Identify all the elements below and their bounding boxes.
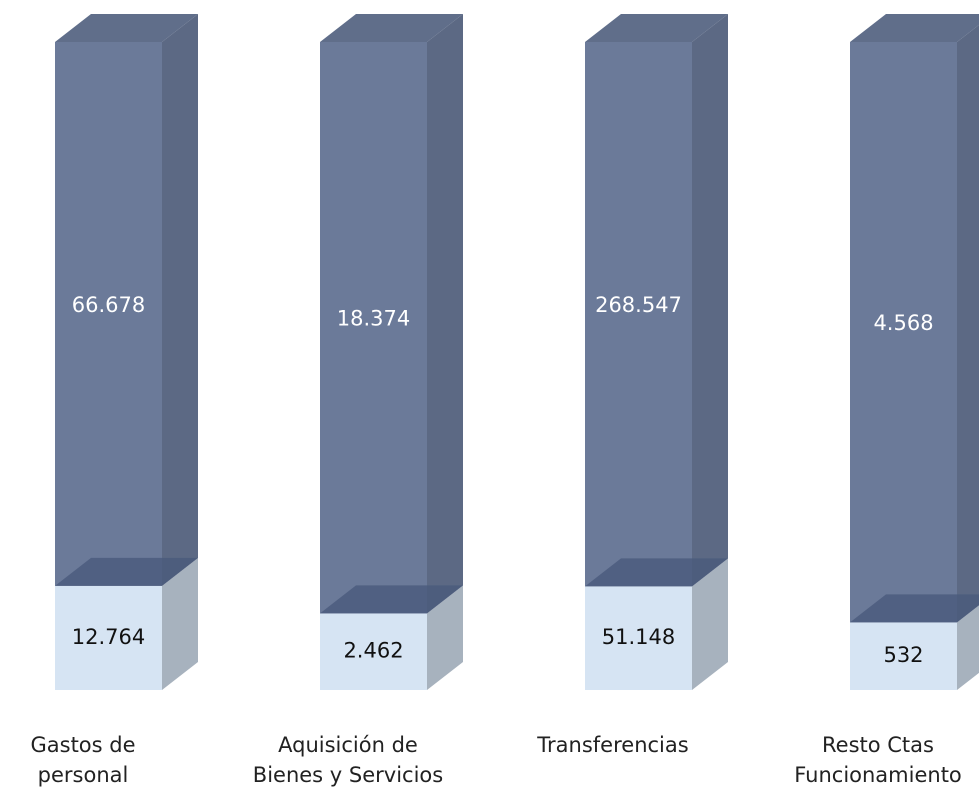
category-label: Bienes y Servicios	[253, 763, 443, 787]
value-label: 51.148	[602, 625, 675, 649]
segment-joint	[850, 594, 979, 623]
value-label: 18.374	[337, 307, 410, 331]
value-label: 532	[883, 643, 923, 667]
bar-front	[585, 42, 692, 587]
category-label: Resto Ctas	[822, 733, 934, 757]
bar-top	[585, 14, 728, 42]
category-label: Gastos de	[30, 733, 135, 757]
segment-joint	[585, 558, 728, 587]
value-label: 2.462	[343, 639, 403, 663]
bar-side	[162, 557, 198, 690]
bar-side	[692, 14, 728, 587]
value-label: 66.678	[72, 293, 145, 317]
value-label: 4.568	[873, 311, 933, 335]
bar-front	[320, 613, 427, 690]
bar-front	[55, 585, 162, 690]
category-label: Transferencias	[536, 733, 688, 757]
bar-top	[320, 14, 463, 42]
value-label: 12.764	[72, 625, 145, 649]
value-label: 268.547	[595, 293, 682, 317]
bar-front	[585, 586, 692, 690]
bar-front	[850, 622, 957, 690]
bar-top	[55, 14, 198, 42]
bar-side	[427, 585, 463, 690]
category-label: Aquisición de	[278, 733, 418, 757]
segment-joint	[320, 585, 463, 614]
bar-front	[850, 42, 957, 623]
bar-top	[850, 14, 979, 42]
bar-front	[320, 42, 427, 614]
category-label: Funcionamiento	[794, 763, 962, 787]
bar-front	[55, 42, 162, 586]
bar-side	[957, 24, 979, 623]
segment-joint	[55, 557, 198, 586]
bar-side	[692, 558, 728, 690]
bar-side	[162, 14, 198, 586]
bar-side	[957, 605, 979, 690]
bar-side	[427, 14, 463, 614]
category-label: personal	[38, 763, 129, 787]
